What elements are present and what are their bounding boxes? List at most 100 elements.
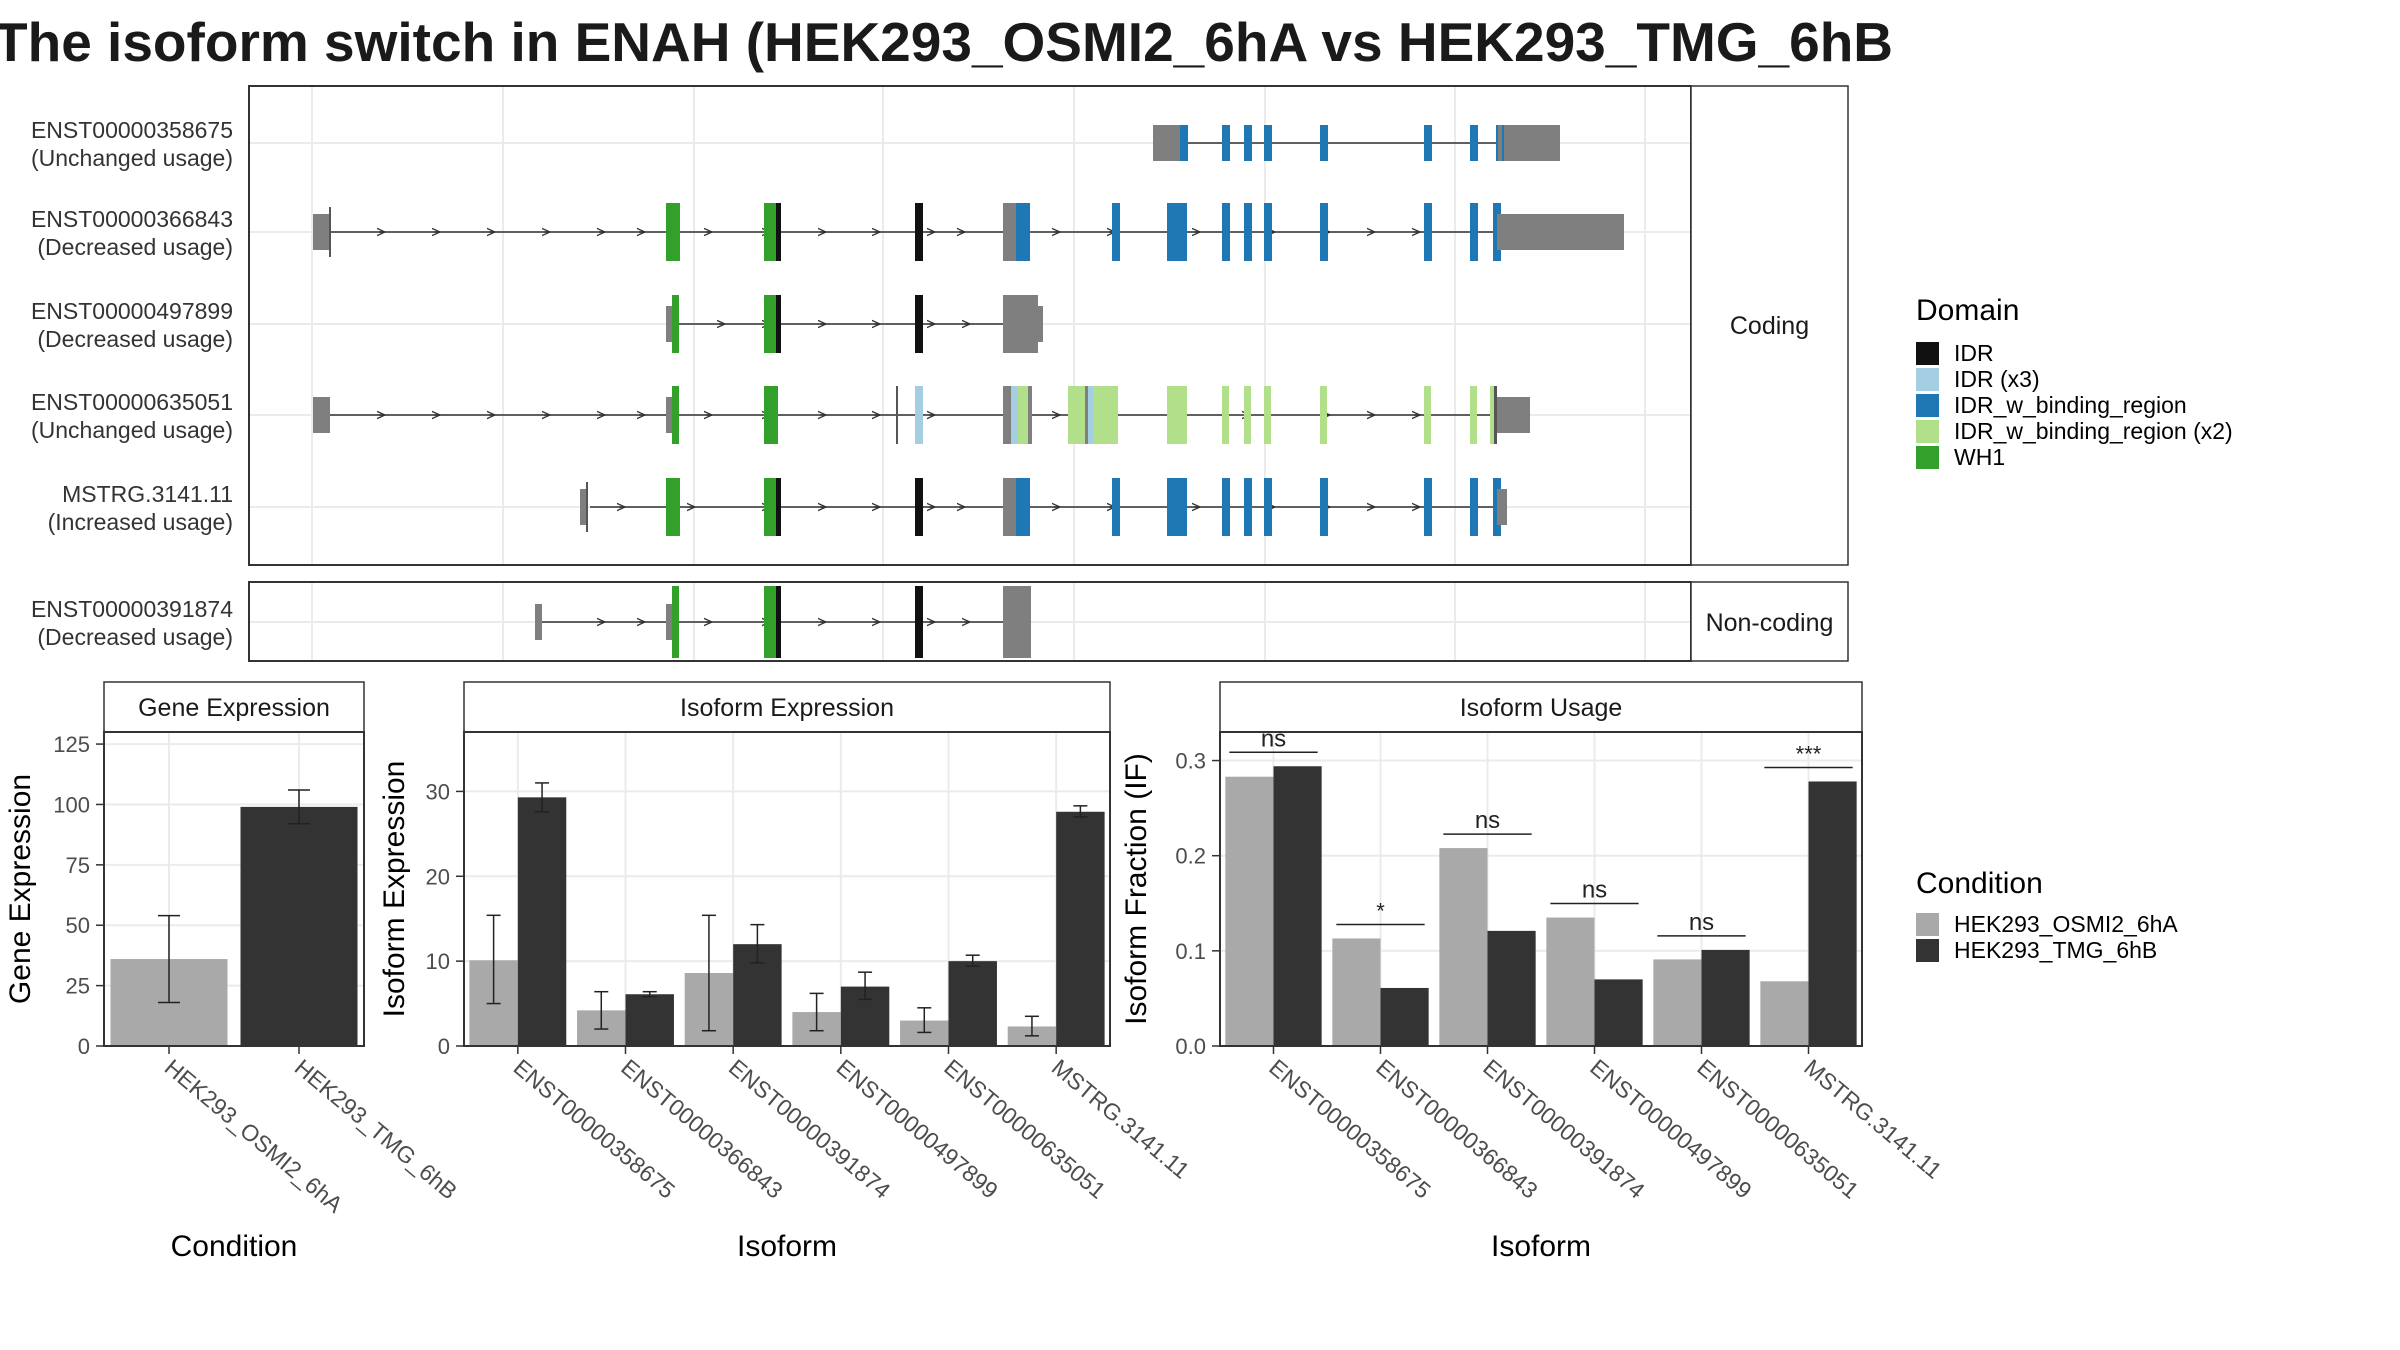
transcript-status-label: (Decreased usage) <box>37 326 233 352</box>
domain-exon <box>1222 386 1229 444</box>
legend-label: IDR_w_binding_region (x2) <box>1954 418 2233 444</box>
significance-label: ns <box>1689 909 1714 936</box>
domain-exon <box>1167 203 1187 261</box>
utr-exon <box>1028 386 1032 444</box>
domain-exon <box>1320 386 1327 444</box>
transcript-id-label: ENST00000391874 <box>31 596 233 622</box>
chart-title: Gene Expression <box>138 694 330 722</box>
legend-label: HEK293_TMG_6hB <box>1954 937 2157 963</box>
y-axis-title: Gene Expression <box>4 774 37 1004</box>
legend-swatch <box>1916 939 1939 962</box>
facet-strip <box>1219 681 1863 733</box>
transcript-structure-panel: ENST00000358675(Unchanged usage)ENST0000… <box>31 85 1849 662</box>
y-axis-title: Isoform Expression <box>378 761 411 1018</box>
utr-exon <box>1494 386 1497 444</box>
noncoding-strip <box>1690 581 1849 662</box>
figure-title: The isoform switch in ENAH (HEK293_OSMI2… <box>0 11 1894 73</box>
bar <box>1808 781 1857 1046</box>
domain-exon <box>1470 478 1478 536</box>
isoform-usage-chart: Isoform Usage0.00.10.20.3ns*nsnsns***ENS… <box>1120 681 1947 1263</box>
legend-swatch <box>1916 394 1939 417</box>
legend-label: HEK293_OSMI2_6hA <box>1954 911 2178 937</box>
legend-swatch <box>1916 368 1939 391</box>
domain-exon <box>915 386 923 444</box>
domain-exon <box>1244 478 1252 536</box>
bar <box>1653 959 1702 1046</box>
domain-exon <box>1264 478 1272 536</box>
domain-exon <box>1180 125 1188 161</box>
domain-exon <box>776 586 781 658</box>
domain-exon <box>1320 478 1328 536</box>
domain-exon <box>1244 125 1252 161</box>
utr-exon <box>666 306 674 342</box>
utr-exon <box>1497 214 1624 250</box>
domain-exon <box>1222 478 1230 536</box>
plot-border <box>463 731 1111 1047</box>
legend-swatch <box>1916 420 1939 443</box>
bar <box>240 806 358 1046</box>
bar <box>1487 930 1536 1046</box>
bar <box>1225 776 1274 1046</box>
bar <box>1594 979 1643 1046</box>
legend-title: Condition <box>1916 867 2043 900</box>
y-tick-label: 0 <box>438 1034 450 1059</box>
domain-exon <box>1222 203 1230 261</box>
transcript-id-label: MSTRG.3141.11 <box>62 481 233 507</box>
y-tick-label: 75 <box>66 853 90 878</box>
domain-exon <box>764 203 778 261</box>
legend-label: WH1 <box>1954 444 2005 470</box>
bar <box>1332 938 1381 1046</box>
domain-exon <box>1244 386 1251 444</box>
utr-exon <box>1153 125 1185 161</box>
domain-exon <box>1018 386 1028 444</box>
domain-exon <box>915 203 923 261</box>
y-tick-label: 0.1 <box>1175 939 1206 964</box>
legend-swatch <box>1916 913 1939 936</box>
plot-border <box>103 731 365 1047</box>
y-tick-label: 0.2 <box>1175 844 1206 869</box>
legend-label: IDR (x3) <box>1954 366 2040 392</box>
domain-exon <box>1167 478 1187 536</box>
legend-title: Domain <box>1916 294 2019 327</box>
y-tick-label: 30 <box>426 779 450 804</box>
y-tick-label: 100 <box>53 792 90 817</box>
domain-exon <box>1424 386 1431 444</box>
domain-exon <box>1167 386 1187 444</box>
coding-strip <box>1690 85 1849 566</box>
domain-exon <box>1264 386 1271 444</box>
domain-exon <box>1490 386 1497 444</box>
bar <box>1273 766 1322 1046</box>
domain-exon <box>1244 203 1252 261</box>
coding-strip-label: Coding <box>1730 312 1809 340</box>
utr-exon <box>1003 203 1017 261</box>
transcript-status-label: (Unchanged usage) <box>31 145 233 171</box>
utr-exon <box>1497 397 1530 433</box>
transcript-status-label: (Decreased usage) <box>37 624 233 650</box>
transcript-id-label: ENST00000366843 <box>31 206 233 232</box>
utr-exon <box>666 604 674 640</box>
bar <box>1056 811 1105 1046</box>
utr-exon <box>896 386 898 444</box>
transcript-status-label: (Unchanged usage) <box>31 417 233 443</box>
domain-exon <box>1470 125 1478 161</box>
x-axis-title: Isoform <box>1491 1230 1591 1263</box>
domain-exon <box>1424 203 1432 261</box>
utr-exon <box>1003 586 1031 658</box>
utr-exon <box>1003 478 1017 536</box>
domain-exon <box>764 478 778 536</box>
noncoding-strip-label: Non-coding <box>1706 609 1834 637</box>
transcript-id-label: ENST00000497899 <box>31 298 233 324</box>
domain-exon <box>915 586 923 658</box>
transcript-id-label: ENST00000635051 <box>31 389 233 415</box>
domain-exon <box>1320 125 1328 161</box>
bar <box>1439 848 1488 1046</box>
x-axis-title: Condition <box>171 1230 298 1263</box>
bar <box>1701 949 1750 1046</box>
utr-exon <box>1498 125 1502 161</box>
domain-exon <box>915 478 923 536</box>
domain-exon <box>764 586 778 658</box>
legend-swatch <box>1916 342 1939 365</box>
domain-exon <box>1264 203 1272 261</box>
